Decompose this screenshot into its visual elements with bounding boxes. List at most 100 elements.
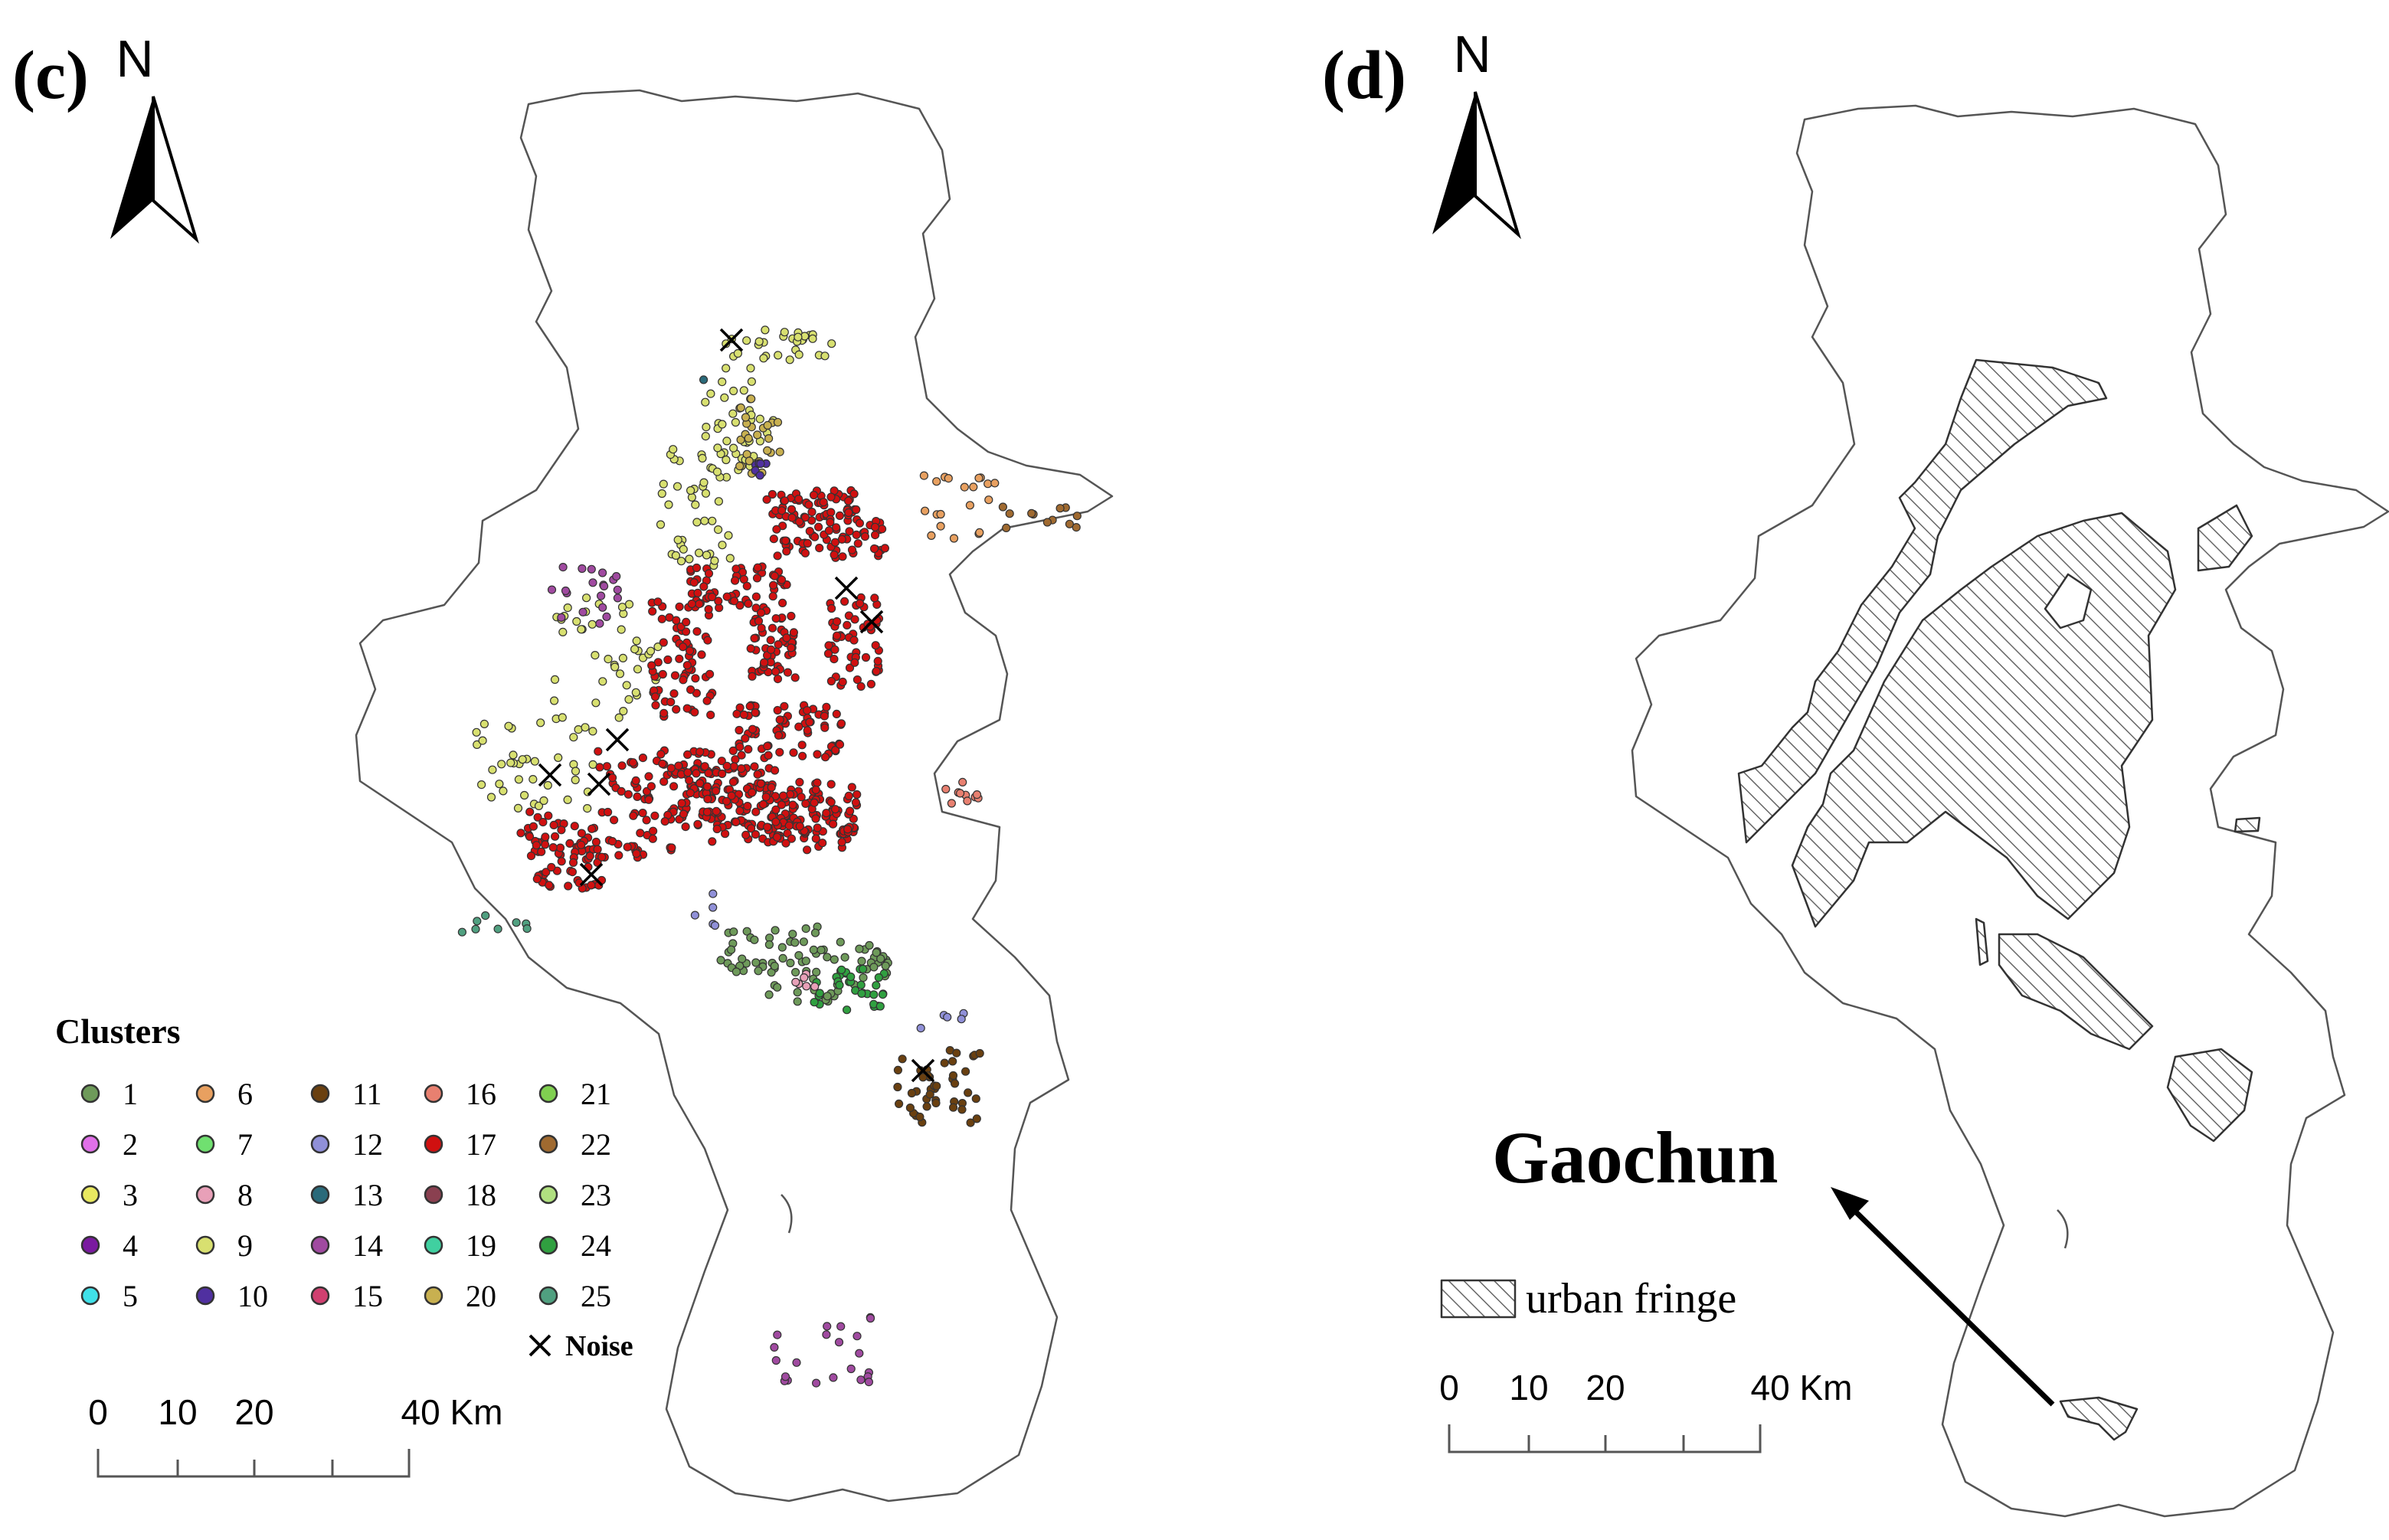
cluster-point — [797, 793, 806, 802]
cluster-point — [578, 607, 587, 616]
cluster-point — [677, 799, 686, 808]
legend-swatch — [424, 1286, 443, 1306]
cluster-point — [878, 989, 888, 999]
cluster-point — [866, 1313, 875, 1323]
cluster-point — [583, 803, 592, 813]
cluster-point — [823, 1322, 832, 1331]
legend-swatch — [310, 1235, 330, 1255]
cluster-point — [530, 757, 539, 766]
cluster-point — [512, 918, 521, 927]
cluster-point — [944, 473, 953, 483]
cluster-point — [722, 761, 731, 770]
cluster-point — [486, 793, 496, 802]
urban-fringe-areas — [1737, 358, 2261, 1441]
cluster-point — [595, 619, 604, 628]
cluster-point — [764, 990, 774, 999]
cluster-point — [748, 724, 758, 734]
cluster-point — [966, 1118, 975, 1127]
cluster-point — [839, 597, 849, 607]
cluster-point — [847, 783, 856, 792]
cluster-point — [571, 767, 581, 776]
cluster-point — [877, 525, 887, 534]
legend-label: 11 — [352, 1077, 382, 1111]
cluster-point — [872, 948, 881, 957]
cluster-point — [565, 839, 574, 848]
cluster-point — [701, 397, 710, 407]
cluster-point — [686, 788, 695, 798]
legend-item: 25 — [538, 1279, 611, 1313]
cluster-point — [759, 658, 769, 667]
legend-label: 25 — [581, 1279, 611, 1313]
cluster-point — [588, 727, 597, 736]
legend-title: Clusters — [55, 1012, 181, 1051]
cluster-point — [650, 811, 659, 820]
cluster-point — [529, 822, 538, 831]
cluster-point — [681, 627, 691, 636]
cluster-point — [525, 807, 535, 816]
legend-label: 17 — [466, 1127, 496, 1162]
cluster-point — [811, 1378, 821, 1388]
north-arrow-icon: N — [1432, 25, 1521, 240]
cluster-point — [788, 800, 797, 809]
cluster-point — [587, 620, 597, 629]
legend-item: 1 — [80, 1077, 138, 1111]
cluster-point — [739, 386, 748, 395]
cluster-point — [787, 505, 797, 514]
cluster-point — [544, 811, 553, 820]
cluster-point — [555, 843, 565, 852]
cluster-point — [894, 1099, 904, 1109]
cluster-point — [545, 881, 554, 890]
cluster-point — [745, 701, 754, 711]
cluster-point — [731, 755, 740, 764]
cluster-point — [563, 603, 572, 613]
legend-label: 22 — [581, 1127, 611, 1162]
cluster-point — [957, 1015, 966, 1024]
cluster-point — [832, 631, 842, 640]
cluster-point — [857, 989, 866, 999]
cluster-point — [830, 538, 840, 547]
cluster-point — [602, 762, 612, 771]
cluster-point — [838, 552, 847, 561]
legend-label: 20 — [466, 1279, 496, 1313]
legend-label: 7 — [237, 1127, 253, 1162]
cluster-point — [817, 945, 826, 955]
cluster-point — [539, 796, 548, 806]
cluster-point — [771, 805, 781, 814]
cluster-point — [729, 762, 738, 771]
cluster-point — [731, 967, 741, 976]
cluster-point — [850, 615, 859, 624]
cluster-point — [773, 983, 782, 992]
cluster-point — [526, 851, 536, 861]
cluster-point — [810, 982, 820, 991]
cluster-point — [948, 1103, 958, 1112]
urban-fringe-gaochun — [2059, 1396, 2139, 1441]
cluster-point — [693, 588, 702, 598]
cluster-point — [958, 777, 967, 787]
cluster-point — [733, 348, 743, 358]
cluster-point — [722, 436, 731, 446]
cluster-point — [763, 420, 772, 430]
cluster-point — [557, 826, 566, 835]
cluster-point — [847, 545, 857, 554]
legend-label: 15 — [352, 1279, 383, 1313]
cluster-point — [851, 798, 861, 807]
cluster-point — [593, 858, 602, 868]
cluster-point — [550, 832, 560, 841]
cluster-point — [679, 544, 688, 554]
cluster-point — [700, 762, 709, 771]
cluster-point — [602, 612, 611, 622]
cluster-point — [717, 757, 726, 766]
noise-label: Noise — [565, 1330, 633, 1362]
urban-fringe-northwest — [1737, 358, 2108, 844]
cluster-point — [1005, 509, 1014, 518]
cluster-point — [548, 842, 558, 852]
cluster-point — [648, 826, 658, 835]
cluster-point — [855, 944, 864, 953]
cluster-point — [598, 677, 607, 686]
cluster-point — [826, 508, 836, 517]
cluster-point — [568, 858, 578, 868]
noise-marker — [579, 862, 604, 887]
cluster-point — [534, 801, 544, 811]
cluster-point — [811, 834, 820, 843]
cluster-point — [704, 604, 713, 614]
